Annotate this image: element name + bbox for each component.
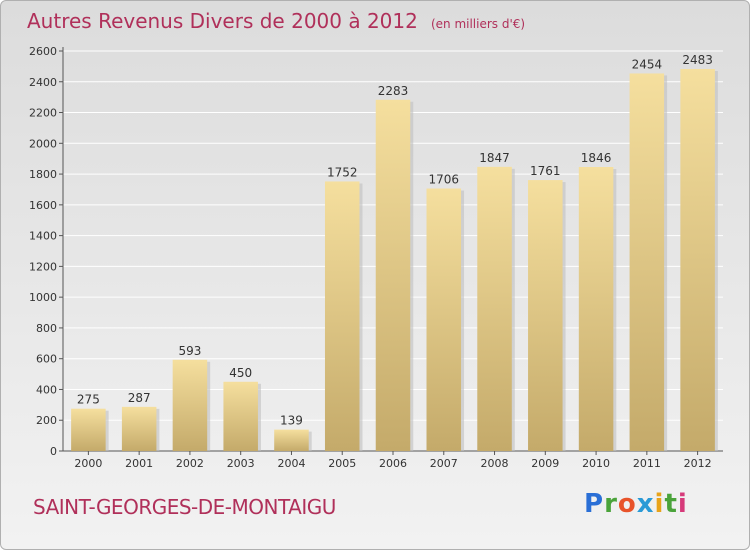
bar xyxy=(578,167,614,451)
logo-letter: i xyxy=(654,489,665,519)
proxiti-logo[interactable]: Proxiti xyxy=(584,489,688,519)
x-tick-label: 2002 xyxy=(176,457,204,470)
y-tick-label: 1800 xyxy=(29,168,57,181)
logo-letter: t xyxy=(664,489,678,519)
y-tick-label: 2000 xyxy=(29,137,57,150)
data-label: 139 xyxy=(280,414,303,428)
data-labels: 275 287 593 450 139 1752 2283 1706 1847 1761 1846 2… xyxy=(77,53,713,428)
bar xyxy=(426,188,462,452)
logo-letter: o xyxy=(617,489,637,519)
commune-name: SAINT-GEORGES-DE-MONTAIGU xyxy=(33,495,336,519)
bar xyxy=(680,69,715,451)
y-tick-label: 0 xyxy=(50,445,57,458)
x-tick-label: 2011 xyxy=(633,457,661,470)
data-label: 1847 xyxy=(479,151,510,165)
y-tick-label: 200 xyxy=(36,414,57,427)
bar xyxy=(172,359,208,451)
chart-unit: (en milliers d'€) xyxy=(430,17,526,31)
logo-letter: x xyxy=(636,489,655,519)
logo-letter: P xyxy=(584,489,605,519)
data-label: 2454 xyxy=(632,57,663,71)
x-tick-label: 2009 xyxy=(531,457,559,470)
y-tick-label: 400 xyxy=(36,383,57,396)
data-label: 593 xyxy=(178,344,201,358)
bar xyxy=(121,406,157,451)
x-tick-label: 2012 xyxy=(684,457,712,470)
data-label: 450 xyxy=(229,366,252,380)
y-tick-label: 600 xyxy=(36,353,57,366)
y-tick-label: 1200 xyxy=(29,260,57,273)
data-label: 275 xyxy=(77,393,100,407)
data-label: 1846 xyxy=(581,151,612,165)
bar xyxy=(71,408,106,451)
data-label: 2483 xyxy=(682,53,713,67)
chart-title: Autres Revenus Divers de 2000 à 2012 xyxy=(27,9,418,33)
x-tick-label: 2010 xyxy=(582,457,610,470)
data-label: 287 xyxy=(128,391,151,405)
bar xyxy=(477,166,512,451)
y-tick-label: 1400 xyxy=(29,230,57,243)
bar xyxy=(324,181,360,451)
data-label: 1706 xyxy=(428,173,459,187)
x-tick-label: 2008 xyxy=(481,457,509,470)
axes: 0 200 400 600 800 1000 1200 1400 1600 1800 2000 220… xyxy=(29,45,723,470)
logo-letter: r xyxy=(604,489,618,519)
y-tick-label: 2400 xyxy=(29,76,57,89)
bars xyxy=(71,69,718,452)
y-tick-label: 1000 xyxy=(29,291,57,304)
x-tick-label: 2007 xyxy=(430,457,458,470)
data-label: 1761 xyxy=(530,164,561,178)
y-tick-label: 2200 xyxy=(29,107,57,120)
x-tick-label: 2000 xyxy=(74,457,102,470)
bar xyxy=(375,99,411,452)
y-tick-label: 1600 xyxy=(29,199,57,212)
x-tick-label: 2003 xyxy=(227,457,255,470)
bar xyxy=(274,429,309,451)
title-line: Autres Revenus Divers de 2000 à 2012 (en… xyxy=(27,9,525,33)
data-label: 2283 xyxy=(378,84,409,98)
bar xyxy=(223,381,258,451)
y-tick-label: 2600 xyxy=(29,45,57,58)
logo-letter: i xyxy=(677,489,688,519)
bar xyxy=(629,73,665,451)
y-tick-label: 800 xyxy=(36,322,57,335)
data-label: 1752 xyxy=(327,165,358,179)
x-tick-label: 2001 xyxy=(125,457,153,470)
bar xyxy=(528,180,563,452)
x-tick-label: 2005 xyxy=(328,457,356,470)
x-tick-label: 2006 xyxy=(379,457,407,470)
x-tick-label: 2004 xyxy=(277,457,305,470)
